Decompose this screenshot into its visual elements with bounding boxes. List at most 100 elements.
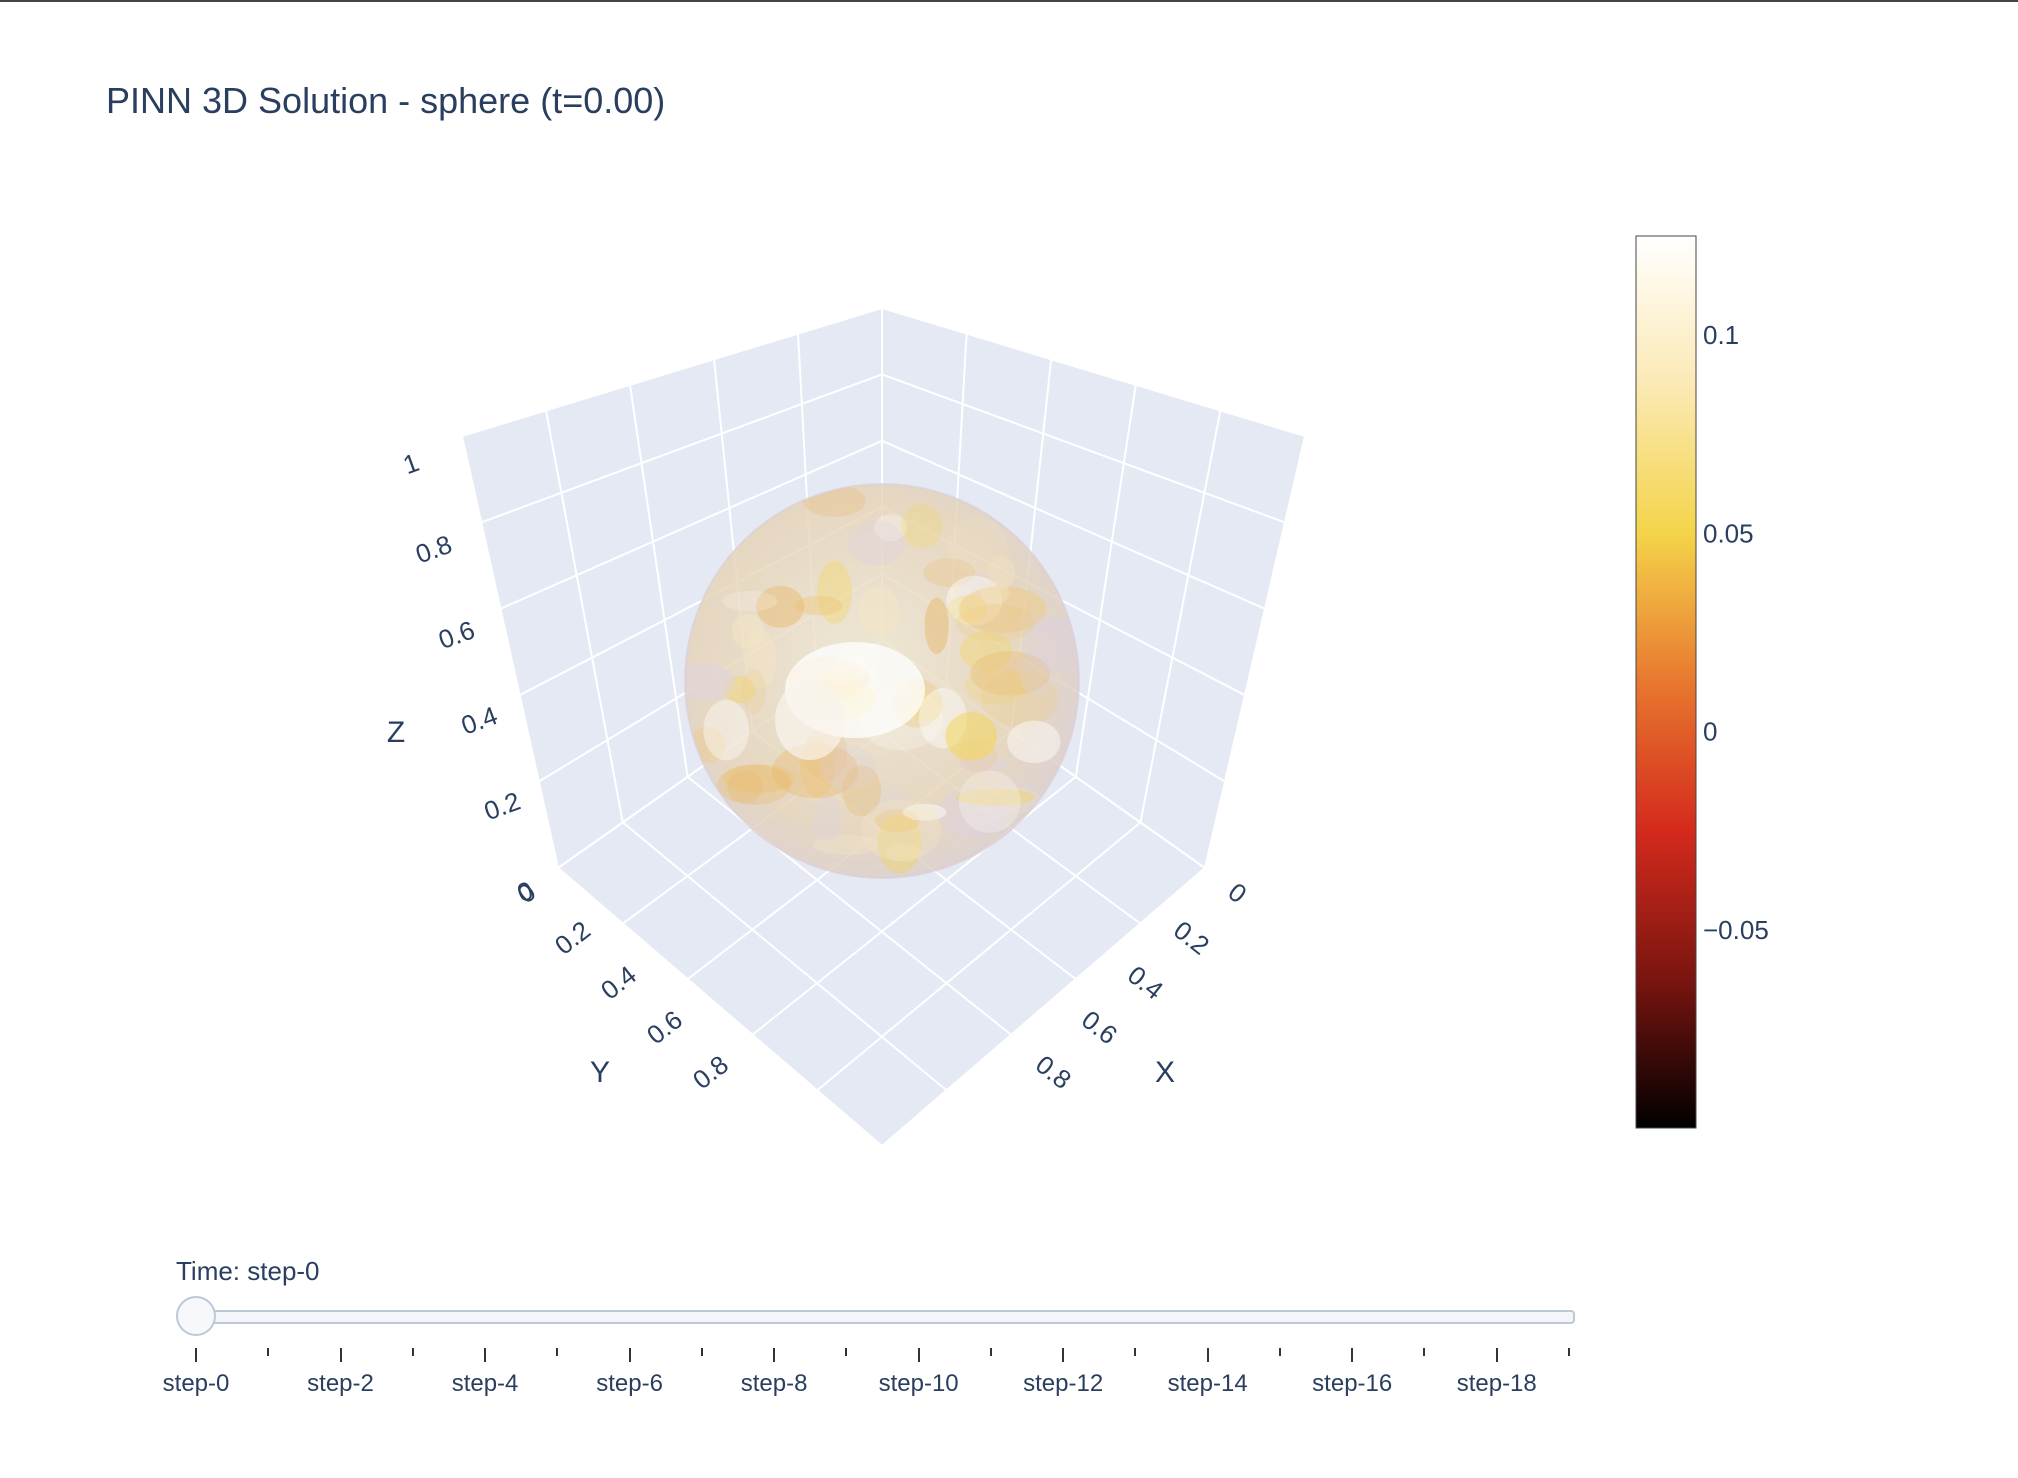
volume-blob (959, 571, 999, 617)
slider-tick (1062, 1348, 1065, 1362)
z-tick-label: 0.8 (412, 529, 456, 570)
colorbar-tick-label: 0.05 (1703, 518, 1754, 548)
volume-blob (979, 580, 1010, 605)
volume-blob (717, 764, 792, 805)
slider-tick (411, 1348, 414, 1356)
z-tick-label: 1 (399, 447, 423, 480)
slider-step-label[interactable]: step-0 (162, 1370, 230, 1397)
volume-blob (947, 595, 988, 623)
grid-line (499, 439, 883, 610)
volume-blob (731, 613, 764, 649)
slider-step-label[interactable]: step-4 (451, 1370, 519, 1397)
volume-blob (960, 631, 1013, 671)
volume-blob (860, 799, 942, 862)
top-border (0, 0, 2018, 2)
wall-left (462, 308, 882, 868)
volume-blob (853, 785, 910, 818)
volume-blob (958, 586, 1047, 633)
volume-blob (946, 575, 1003, 626)
volume-blob (955, 788, 1035, 806)
grid-line (461, 435, 559, 869)
grid-line (480, 373, 883, 524)
x-tick-label: 0.4 (1122, 960, 1169, 1006)
volume-blob (795, 595, 843, 616)
slider-tick (484, 1348, 487, 1362)
volume-blob (812, 835, 879, 855)
grid-line (881, 867, 1206, 1147)
volume-blob (703, 699, 750, 761)
volume-blob (902, 803, 947, 821)
grid-line (881, 439, 1266, 610)
volume-blob (819, 746, 877, 790)
volume-blob (970, 651, 1051, 696)
volume-blob (756, 585, 805, 628)
slider-step-label[interactable]: step-16 (1312, 1370, 1393, 1397)
chart-title: PINN 3D Solution - sphere (t=0.00) (106, 80, 666, 121)
volume-blob (858, 585, 900, 639)
grid-line (1204, 435, 1306, 869)
y-axis-title: Y (590, 1056, 610, 1089)
grid-line (545, 410, 624, 823)
volume-blob (874, 514, 907, 542)
slider-handle[interactable] (176, 1296, 216, 1336)
volume-blob (918, 688, 968, 749)
colorbar-tick-label: −0.05 (1703, 915, 1769, 945)
volume-blob (958, 770, 1021, 833)
grid-line (1074, 384, 1137, 777)
volume-blob (741, 668, 766, 715)
wall-right (882, 308, 1305, 868)
volume-blob (981, 671, 1059, 728)
volume-blob (842, 765, 882, 817)
volume-blob (847, 520, 905, 566)
slider-tick (1423, 1348, 1426, 1356)
slider-step-label[interactable]: step-10 (878, 1370, 959, 1397)
slider-step-label[interactable]: step-14 (1167, 1370, 1248, 1397)
slider-track[interactable] (196, 1310, 1575, 1324)
slider-tick (1206, 1348, 1209, 1362)
volume-blob (987, 555, 1016, 590)
volume-blob (965, 667, 1027, 705)
slider-tick (845, 1348, 848, 1356)
volume-blob (1017, 614, 1068, 635)
slider-step-label[interactable]: step-8 (740, 1370, 808, 1397)
volume-blob (744, 629, 777, 689)
grid-line (622, 821, 948, 1092)
slider-tick (773, 1348, 776, 1362)
slider-step-label[interactable]: step-12 (1023, 1370, 1104, 1397)
volume-blob (685, 663, 735, 702)
y-tick-label: 0.6 (641, 1004, 688, 1050)
slider-tick (628, 1348, 631, 1362)
slider-step-label[interactable]: step-18 (1456, 1370, 1537, 1397)
slider-tick (1495, 1348, 1498, 1362)
volume-blob (924, 597, 949, 655)
colorbar (1635, 235, 1697, 1129)
y-tick-label: 0.2 (549, 915, 596, 961)
volume-blob (958, 737, 997, 773)
volume-blob (901, 504, 943, 549)
colorbar-tick-label: 0 (1703, 717, 1717, 747)
grid-line (881, 373, 1286, 524)
slider-tick (195, 1348, 197, 1362)
volume-blob (960, 786, 1043, 816)
volume-blob (874, 809, 920, 833)
slider-tick (1568, 1348, 1570, 1356)
volume-blob (947, 516, 1008, 577)
grid-line (816, 821, 1142, 1092)
x-tick-label: 0.8 (1030, 1049, 1077, 1095)
volume-blob (817, 560, 852, 624)
y-tick-label: 0 (512, 877, 542, 910)
y-tick-label: 0.4 (595, 960, 642, 1006)
volume-blob (722, 590, 778, 612)
volume-blob (771, 743, 859, 799)
volume-blob (727, 770, 763, 804)
colorbar-tick-label: 0.1 (1703, 320, 1739, 350)
volume-blob (955, 604, 1036, 642)
slider-step-label[interactable]: step-2 (307, 1370, 374, 1397)
volume-blob (958, 755, 1009, 773)
grid-line (629, 384, 689, 777)
y-tick-label: 0.8 (687, 1049, 734, 1095)
slider-tick (917, 1348, 920, 1362)
volume-blob (923, 558, 976, 587)
slider-step-label[interactable]: step-6 (596, 1370, 663, 1397)
